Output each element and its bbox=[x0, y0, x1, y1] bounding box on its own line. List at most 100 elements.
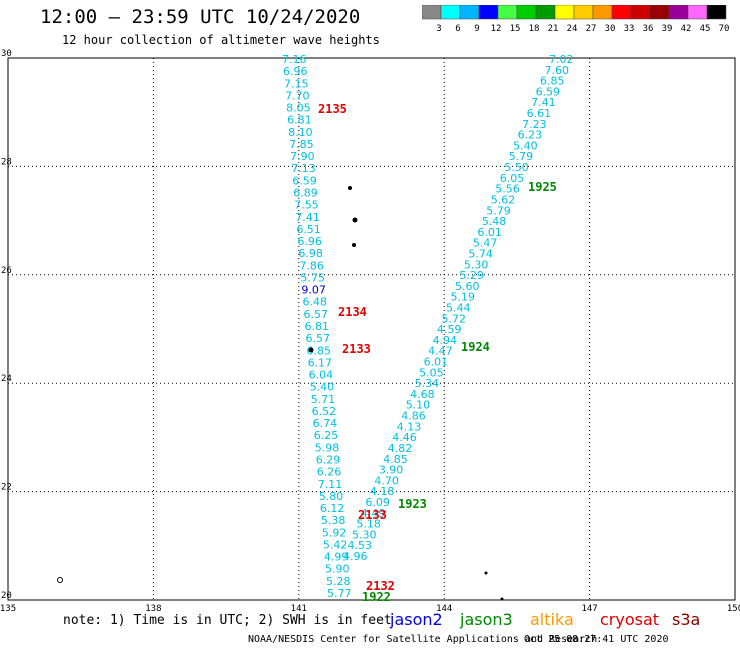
lat-tick-label: 22 bbox=[1, 483, 12, 493]
wave-height-value: 5.79 bbox=[486, 204, 511, 217]
wave-height-value: 6.09 bbox=[365, 496, 390, 509]
wave-height-value: 6.01 bbox=[424, 356, 449, 369]
color-legend-label: 15 bbox=[510, 24, 521, 34]
color-legend-label: 21 bbox=[548, 24, 559, 34]
lat-tick-label: 28 bbox=[1, 157, 12, 167]
wave-height-value: 4.99 bbox=[324, 551, 349, 564]
wave-height-value: 5.74 bbox=[468, 247, 493, 260]
wave-height-value: 7.41 bbox=[531, 96, 556, 109]
lat-tick-label: 20 bbox=[1, 591, 12, 601]
wave-height-value: 6.05 bbox=[500, 172, 525, 185]
lon-tick-label: 141 bbox=[291, 604, 307, 614]
timestamp-text: Oct 25 08:27:41 UTC 2020 bbox=[524, 634, 669, 645]
wave-height-value: 5.75 bbox=[300, 271, 325, 284]
wave-height-value: 6.74 bbox=[313, 417, 338, 430]
page-title: 12:00 – 23:59 UTC 10/24/2020 bbox=[40, 6, 361, 28]
wave-height-value: 7.41 bbox=[295, 211, 320, 224]
color-legend-label: 12 bbox=[491, 24, 502, 34]
lon-tick-label: 147 bbox=[581, 604, 597, 614]
footer-note: note: 1) Time is in UTC; 2) SWH is in fe… bbox=[63, 613, 392, 628]
wave-height-value: 5.71 bbox=[311, 393, 336, 406]
color-legend-label: 42 bbox=[681, 24, 692, 34]
wave-height-value: 5.40 bbox=[310, 381, 335, 394]
lon-tick-label: 150 bbox=[727, 604, 740, 614]
pass-time-label: 2132 bbox=[366, 579, 395, 593]
wave-height-value: 7.15 bbox=[284, 77, 309, 90]
wave-height-value: 5.29 bbox=[459, 269, 484, 282]
wave-height-value: 6.57 bbox=[306, 332, 331, 345]
legend-s3a: s3a bbox=[672, 610, 701, 629]
wave-height-value: 6.85 bbox=[540, 75, 565, 88]
wave-height-value: 8.10 bbox=[288, 126, 313, 139]
wave-height-value: 6.57 bbox=[303, 308, 328, 321]
wave-height-value: 6.51 bbox=[296, 223, 321, 236]
wave-height-value: 4.96 bbox=[343, 550, 368, 563]
wave-height-value: 5.30 bbox=[352, 528, 377, 541]
wave-height-value: 5.19 bbox=[450, 291, 475, 304]
color-legend-label: 3 bbox=[436, 24, 441, 34]
color-legend-label: 30 bbox=[605, 24, 616, 34]
wave-height-value: 5.40 bbox=[513, 139, 538, 152]
color-legend-label: 36 bbox=[643, 24, 654, 34]
wave-height-value: 5.42 bbox=[323, 538, 348, 551]
pass-time-label: 1925 bbox=[528, 180, 557, 194]
island-marker bbox=[352, 243, 356, 247]
wave-height-value: 6.81 bbox=[305, 320, 330, 333]
wave-height-value: 5.72 bbox=[442, 312, 467, 325]
island-marker bbox=[484, 571, 488, 575]
wave-height-value: 7.86 bbox=[299, 259, 324, 272]
wave-height-value: 4.53 bbox=[347, 539, 372, 552]
color-legend-label: 18 bbox=[529, 24, 540, 34]
wave-height-value: 5.90 bbox=[325, 563, 350, 576]
wave-height-value: 7.23 bbox=[522, 118, 547, 131]
wave-height-value: 5.38 bbox=[321, 514, 346, 527]
lat-tick-label: 24 bbox=[1, 374, 12, 384]
wave-height-value: 6.98 bbox=[298, 247, 323, 260]
color-legend-label: 6 bbox=[455, 24, 460, 34]
legend-cryosat: cryosat bbox=[600, 610, 660, 629]
wave-height-value: 7.11 bbox=[318, 478, 343, 491]
wave-height-value: 6.59 bbox=[292, 174, 317, 187]
color-legend-label: 33 bbox=[624, 24, 635, 34]
wave-height-value: 6.85 bbox=[307, 344, 332, 357]
wave-height-value: 7.70 bbox=[285, 89, 310, 102]
lon-tick-label: 135 bbox=[0, 604, 16, 614]
wave-height-value: 4.82 bbox=[388, 442, 413, 455]
island-marker bbox=[57, 577, 63, 583]
wave-height-value: 5.10 bbox=[406, 399, 431, 412]
pass-time-label: 1923 bbox=[398, 497, 427, 511]
wave-height-value: 6.59 bbox=[536, 85, 561, 98]
wave-height-value: 6.17 bbox=[308, 356, 333, 369]
color-legend-label: 27 bbox=[586, 24, 597, 34]
wave-height-value: 4.94 bbox=[433, 334, 458, 347]
wave-height-value: 7.85 bbox=[289, 138, 314, 151]
wave-height-value: 6.25 bbox=[314, 429, 339, 442]
wave-height-value: 6.12 bbox=[320, 502, 345, 515]
wave-height-value: 5.18 bbox=[356, 518, 381, 531]
wave-height-value: 4.49 bbox=[361, 507, 386, 520]
wave-height-value: 5.77 bbox=[327, 587, 352, 600]
wave-height-value: 6.23 bbox=[518, 129, 543, 142]
wave-height-value: 4.70 bbox=[374, 474, 399, 487]
pass-time-label: 1922 bbox=[362, 590, 391, 604]
wave-height-value: 5.47 bbox=[473, 237, 498, 250]
wave-height-value: 4.13 bbox=[397, 420, 422, 433]
wave-height-value: 6.96 bbox=[283, 65, 308, 78]
wave-height-value: 6.26 bbox=[317, 466, 342, 479]
wave-height-value: 5.28 bbox=[326, 575, 351, 588]
wave-height-value: 6.48 bbox=[302, 296, 327, 309]
pass-time-label: 2135 bbox=[318, 102, 347, 116]
wave-height-value: 5.34 bbox=[415, 377, 440, 390]
wave-height-value: 5.50 bbox=[504, 161, 529, 174]
wave-height-value: 5.48 bbox=[482, 215, 507, 228]
color-legend-label: 24 bbox=[567, 24, 578, 34]
color-swatch bbox=[706, 5, 727, 20]
wave-height-value: 4.47 bbox=[428, 345, 453, 358]
wave-height-value: 7.55 bbox=[294, 199, 319, 212]
wave-height-value: 6.52 bbox=[312, 405, 337, 418]
wave-height-value: 7.02 bbox=[549, 53, 574, 66]
map-frame bbox=[7, 57, 736, 601]
island-marker bbox=[500, 597, 504, 601]
wave-height-value: 7.60 bbox=[545, 64, 570, 77]
